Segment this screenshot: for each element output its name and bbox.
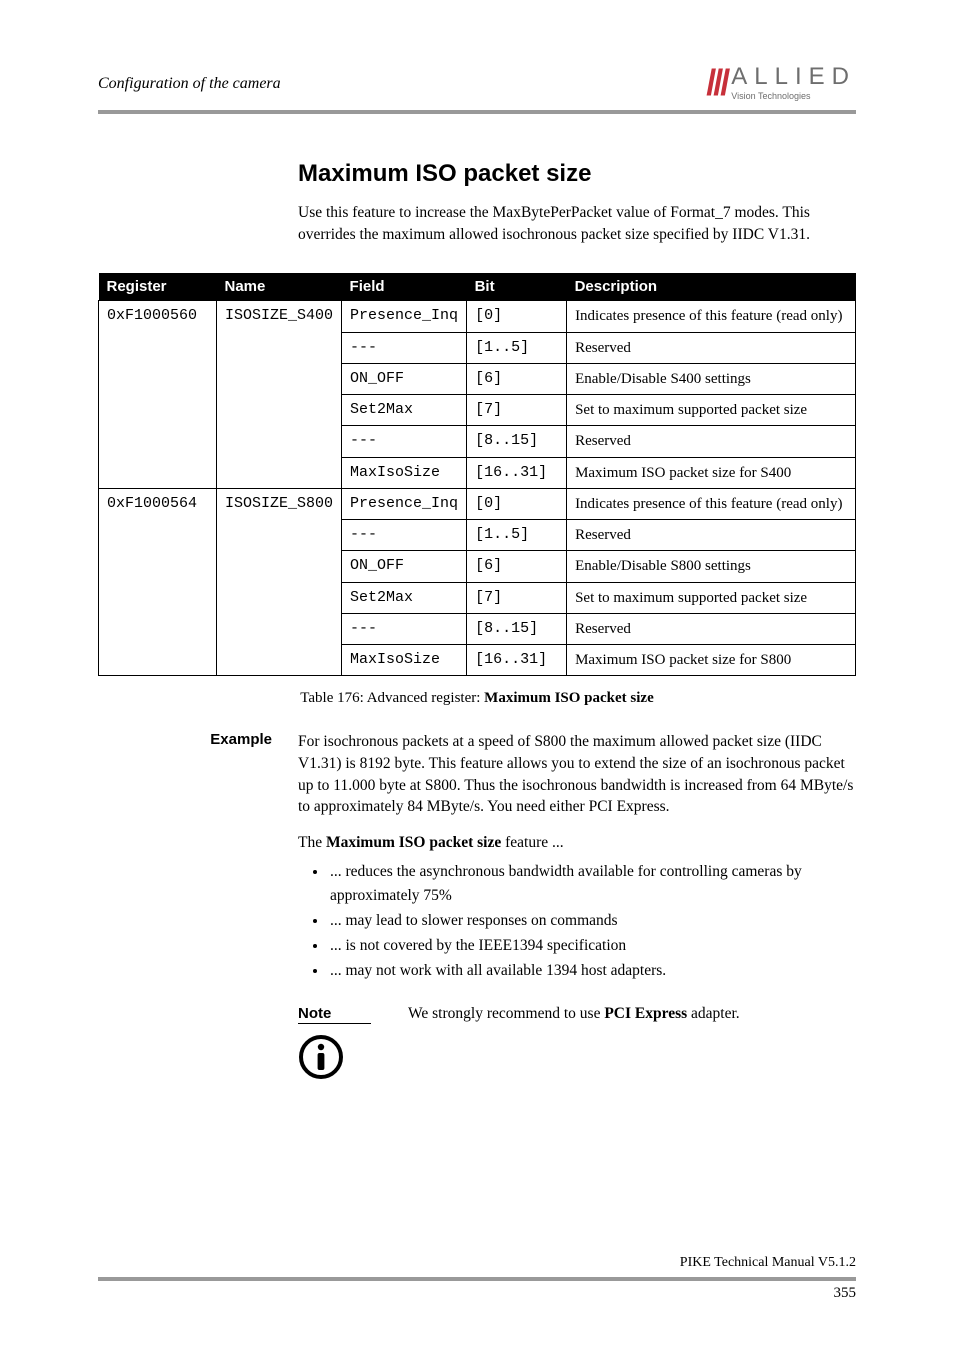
td-desc: Enable/Disable S800 settings xyxy=(567,551,856,582)
footer-page: 355 xyxy=(98,1285,856,1302)
list-item: ... is not covered by the IEEE1394 speci… xyxy=(328,934,856,958)
example-text: For isochronous packets at a speed of S8… xyxy=(298,731,856,818)
td-desc: Reserved xyxy=(567,520,856,551)
logo-main: ALLIED xyxy=(731,65,856,89)
td-desc: Set to maximum supported packet size xyxy=(567,582,856,613)
td-field: ON_OFF xyxy=(342,363,467,394)
td-bit: [16..31] xyxy=(467,457,567,488)
list-item: ... may not work with all available 1394… xyxy=(328,959,856,983)
td-field: Presence_Inq xyxy=(342,488,467,519)
note-label: Note xyxy=(298,1005,371,1024)
td-field: Set2Max xyxy=(342,395,467,426)
footer-divider xyxy=(98,1277,856,1281)
th-field: Field xyxy=(342,273,467,301)
td-desc: Enable/Disable S400 settings xyxy=(567,363,856,394)
breadcrumb: Configuration of the camera xyxy=(98,75,281,93)
table-header-row: Register Name Field Bit Description xyxy=(99,273,856,301)
td-field: --- xyxy=(342,520,467,551)
td-desc: Maximum ISO packet size for S400 xyxy=(567,457,856,488)
td-bit: [6] xyxy=(467,551,567,582)
table-row: 0xF1000564 ISOSIZE_S800 Presence_Inq [0]… xyxy=(99,488,856,519)
td-register: 0xF1000560 xyxy=(99,301,217,489)
td-name: ISOSIZE_S400 xyxy=(217,301,342,489)
td-field: --- xyxy=(342,426,467,457)
td-desc: Set to maximum supported packet size xyxy=(567,395,856,426)
td-field: --- xyxy=(342,332,467,363)
th-name: Name xyxy=(217,273,342,301)
feature-intro: The Maximum ISO packet size feature ... xyxy=(298,832,856,854)
td-register: 0xF1000564 xyxy=(99,488,217,676)
td-field: --- xyxy=(342,613,467,644)
example-label: Example xyxy=(98,731,298,748)
list-item: ... may lead to slower responses on comm… xyxy=(328,909,856,933)
register-table: Register Name Field Bit Description 0xF1… xyxy=(98,273,856,676)
header-divider xyxy=(98,110,856,114)
td-bit: [7] xyxy=(467,395,567,426)
th-bit: Bit xyxy=(467,273,567,301)
td-bit: [16..31] xyxy=(467,645,567,676)
td-bit: [8..15] xyxy=(467,426,567,457)
th-register: Register xyxy=(99,273,217,301)
td-desc: Indicates presence of this feature (read… xyxy=(567,488,856,519)
td-field: ON_OFF xyxy=(342,551,467,582)
list-item: ... reduces the asynchronous bandwidth a… xyxy=(328,860,856,908)
td-bit: [8..15] xyxy=(467,613,567,644)
footer-manual: PIKE Technical Manual V5.1.2 xyxy=(98,1255,856,1271)
note-text: We strongly recommend to use PCI Express… xyxy=(408,1005,740,1023)
td-bit: [0] xyxy=(467,301,567,332)
logo-slashes-icon: /// xyxy=(706,65,727,101)
logo: /// ALLIED Vision Technologies xyxy=(706,65,856,101)
td-bit: [0] xyxy=(467,488,567,519)
td-field: MaxIsoSize xyxy=(342,645,467,676)
td-desc: Indicates presence of this feature (read… xyxy=(567,301,856,332)
table-row: 0xF1000560 ISOSIZE_S400 Presence_Inq [0]… xyxy=(99,301,856,332)
td-name: ISOSIZE_S800 xyxy=(217,488,342,676)
td-bit: [1..5] xyxy=(467,332,567,363)
table-caption: Table 176: Advanced register: Maximum IS… xyxy=(98,690,856,707)
info-icon xyxy=(298,1034,408,1085)
td-desc: Reserved xyxy=(567,426,856,457)
td-field: Set2Max xyxy=(342,582,467,613)
td-field: MaxIsoSize xyxy=(342,457,467,488)
logo-sub: Vision Technologies xyxy=(731,91,856,101)
td-desc: Reserved xyxy=(567,613,856,644)
page-title: Maximum ISO packet size xyxy=(298,160,856,188)
feature-list: ... reduces the asynchronous bandwidth a… xyxy=(328,860,856,983)
td-bit: [1..5] xyxy=(467,520,567,551)
td-bit: [7] xyxy=(467,582,567,613)
intro-paragraph: Use this feature to increase the MaxByte… xyxy=(298,202,856,245)
td-field: Presence_Inq xyxy=(342,301,467,332)
th-description: Description xyxy=(567,273,856,301)
td-bit: [6] xyxy=(467,363,567,394)
td-desc: Reserved xyxy=(567,332,856,363)
td-desc: Maximum ISO packet size for S800 xyxy=(567,645,856,676)
